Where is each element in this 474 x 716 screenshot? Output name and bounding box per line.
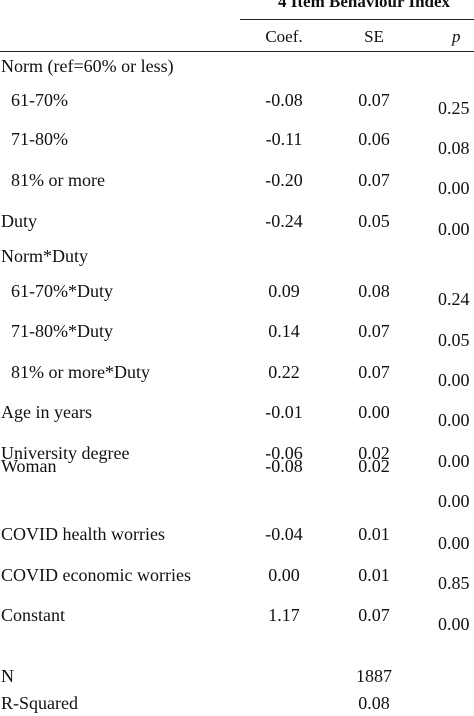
cell-p: 0.25 (438, 98, 470, 118)
footer-label-r-squared: R-Squared (1, 693, 78, 713)
row-label: 61-70% (11, 90, 68, 110)
row-label: 71-80%*Duty (11, 321, 113, 341)
footer-label-n: N (1, 666, 14, 686)
cell-coef: -0.24 (265, 211, 303, 231)
cell-se: 0.06 (358, 129, 390, 149)
footer-value-n: 1887 (356, 666, 392, 686)
header-rule-partial (240, 19, 474, 20)
cell-coef: -0.01 (265, 402, 303, 422)
row-label: University degree (1, 443, 130, 463)
cell-p: 0.00 (438, 614, 470, 634)
col-header-p: p (452, 27, 461, 46)
cell-se: 0.05 (358, 211, 390, 231)
cell-p: 0.00 (438, 219, 470, 239)
cell-coef: -0.20 (265, 170, 303, 190)
cell-se: 0.07 (358, 321, 390, 341)
row-label: 81% or more (11, 170, 105, 190)
row-label: COVID economic worries (1, 565, 191, 585)
cell-se: 0.08 (358, 281, 390, 301)
cell-se: 0.07 (358, 170, 390, 190)
cell-coef: 0.00 (268, 565, 300, 585)
col-header-coef: Coef. (265, 27, 303, 46)
cell-p: 0.00 (438, 370, 470, 390)
row-label: Norm*Duty (1, 246, 88, 266)
cell-p: 0.85 (438, 573, 470, 593)
cell-p: 0.00 (438, 410, 470, 430)
cell-coef: 1.17 (268, 605, 300, 625)
cell-se: 0.02 (358, 456, 390, 476)
cell-coef: -0.04 (265, 524, 303, 544)
cell-se: 0.02 (358, 443, 390, 463)
cell-p: 0.00 (438, 491, 470, 511)
row-label: 71-80% (11, 129, 68, 149)
row-label: 61-70%*Duty (11, 281, 113, 301)
cell-se: 0.01 (358, 565, 390, 585)
cell-p: 0.24 (438, 289, 470, 309)
cell-coef: -0.08 (265, 90, 303, 110)
cell-se: 0.07 (358, 362, 390, 382)
table-title: 4 Item Behaviour Index (278, 0, 451, 11)
cell-coef: 0.14 (268, 321, 300, 341)
cell-p: 0.05 (438, 330, 470, 350)
row-label: Age in years (1, 402, 92, 422)
cell-coef: -0.11 (265, 129, 303, 149)
col-header-se: SE (364, 27, 384, 46)
cell-p: 0.08 (438, 138, 470, 158)
cell-se: 0.00 (358, 402, 390, 422)
cell-coef: -0.06 (265, 443, 303, 463)
cell-p: 0.00 (438, 178, 470, 198)
footer-value-r-squared: 0.08 (358, 693, 390, 713)
cell-coef: -0.08 (265, 456, 303, 476)
row-label: Constant (1, 605, 66, 625)
header-rule (0, 51, 474, 52)
cell-se: 0.01 (358, 524, 390, 544)
cell-coef: 0.09 (268, 281, 300, 301)
row-label: COVID health worries (1, 524, 165, 544)
cell-se: 0.07 (358, 90, 390, 110)
row-label: 81% or more*Duty (11, 362, 150, 382)
cell-p: 0.00 (438, 533, 470, 553)
cell-p: 0.00 (438, 451, 470, 471)
row-label: Woman (1, 456, 57, 476)
cell-se: 0.07 (358, 605, 390, 625)
row-label: Norm (ref=60% or less) (1, 56, 174, 76)
cell-coef: 0.22 (268, 362, 300, 382)
row-label: Duty (1, 211, 37, 231)
